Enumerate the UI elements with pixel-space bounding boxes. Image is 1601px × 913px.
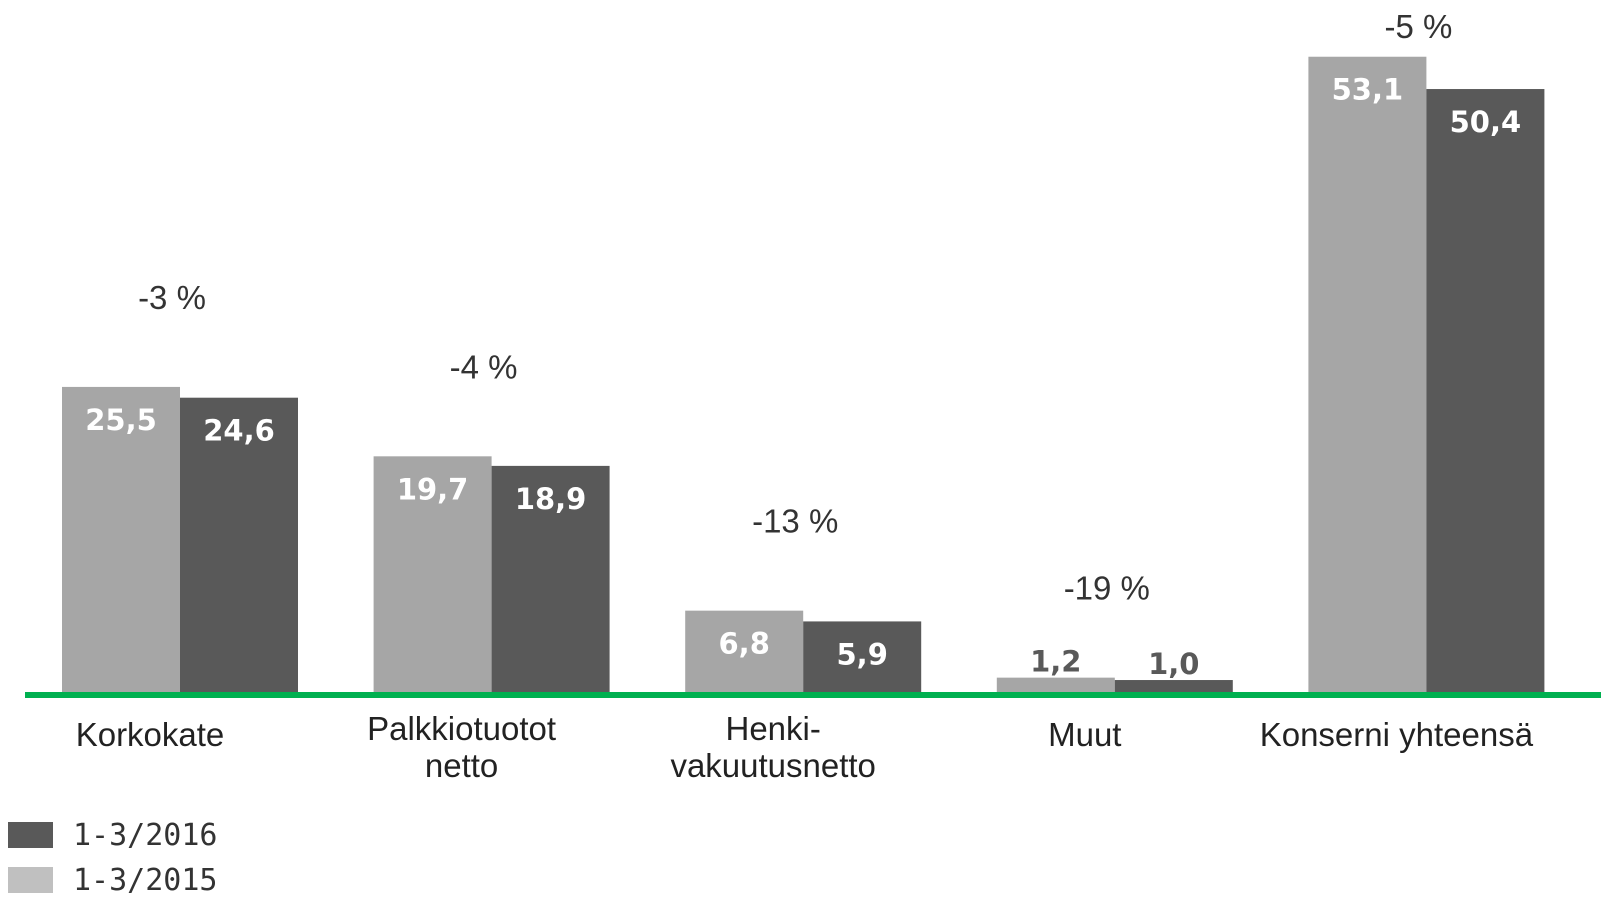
bar [1426, 89, 1545, 693]
value-label: 1,0 [1148, 647, 1199, 681]
value-label: 1,2 [1030, 645, 1081, 679]
bar [180, 397, 298, 692]
category-label: Palkkiotuotot netto [367, 710, 557, 784]
value-label: 53,1 [1332, 73, 1404, 107]
value-label: 50,4 [1450, 105, 1522, 139]
category-label: Muut [1048, 716, 1122, 753]
legend-swatch [8, 867, 53, 893]
annotation: -13 % [752, 503, 838, 540]
bar [373, 456, 492, 692]
bar [62, 386, 180, 692]
category-label: Konserni yhteensä [1259, 716, 1534, 753]
legend-swatch [8, 822, 53, 848]
bar [1308, 56, 1427, 693]
value-label: 24,6 [203, 414, 275, 448]
value-label: 6,8 [719, 627, 770, 661]
legend-label: 1-3/2015 [73, 863, 218, 898]
category-label: Korkokate [75, 716, 225, 753]
bar [803, 621, 922, 692]
category-label: Henki- vakuutusnetto [670, 710, 876, 784]
annotation: -4 % [450, 348, 518, 385]
value-label: 5,9 [837, 637, 888, 671]
value-label: 25,5 [85, 403, 157, 437]
bar [685, 610, 804, 692]
value-label: 18,9 [515, 482, 587, 516]
bar [491, 465, 610, 692]
bar [1114, 680, 1233, 692]
annotation: -3 % [138, 279, 206, 316]
bar [996, 677, 1115, 692]
baseline [25, 692, 1601, 698]
value-label: 19,7 [397, 472, 469, 506]
legend-label: 1-3/2016 [73, 818, 218, 853]
annotation: -5 % [1384, 8, 1452, 45]
annotation: -19 % [1064, 570, 1150, 607]
